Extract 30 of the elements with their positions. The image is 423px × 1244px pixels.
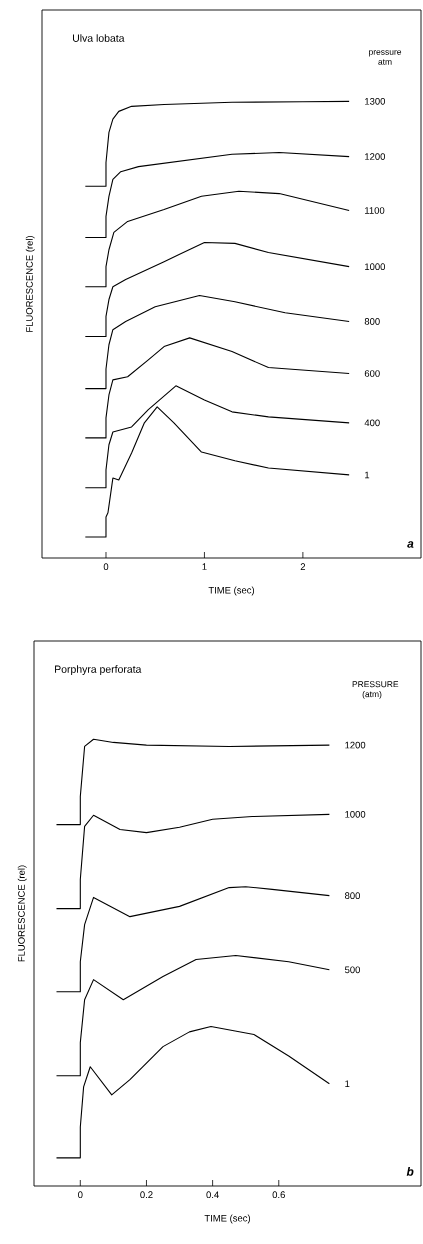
chart-title: Porphyra perforata bbox=[55, 665, 142, 675]
x-tick-label: 1 bbox=[202, 563, 207, 570]
legend-title: pressure atm bbox=[369, 50, 402, 65]
series-label: 800 bbox=[344, 892, 360, 899]
series-label: 600 bbox=[364, 370, 380, 377]
series-label: 1200 bbox=[345, 741, 366, 749]
y-axis-title: FLUORESCENCE (rel) bbox=[17, 865, 27, 962]
series-label: 1 bbox=[345, 1080, 350, 1087]
x-axis-title: TIME (sec) bbox=[208, 586, 255, 596]
annotation: a bbox=[407, 541, 414, 548]
x-tick-label: 0 bbox=[103, 563, 109, 571]
x-tick-label: 0.4 bbox=[206, 1191, 219, 1199]
series-label: 1 bbox=[365, 471, 370, 479]
x-tick-label: 2 bbox=[300, 563, 306, 570]
x-tick-label: 0.2 bbox=[140, 1191, 153, 1199]
annotation: b bbox=[406, 1167, 414, 1176]
legend-title: PRESSURE (atm) bbox=[352, 681, 399, 699]
chart-title: Ulva lobata bbox=[73, 34, 125, 42]
y-axis-title: FLUORESCENCE (rel) bbox=[25, 235, 35, 332]
series-label: 1000 bbox=[365, 263, 386, 270]
series-label: 400 bbox=[364, 419, 380, 427]
series-label: 500 bbox=[344, 966, 360, 974]
series-label: 1200 bbox=[365, 153, 386, 160]
series-label: 1300 bbox=[365, 97, 386, 105]
x-tick-label: 0.6 bbox=[272, 1191, 285, 1199]
series-label: 800 bbox=[364, 318, 380, 325]
x-tick-label: 0 bbox=[78, 1191, 83, 1199]
series-label: 1100 bbox=[365, 207, 385, 214]
series-label: 1000 bbox=[345, 810, 366, 818]
x-axis-title: TIME (sec) bbox=[204, 1214, 251, 1224]
